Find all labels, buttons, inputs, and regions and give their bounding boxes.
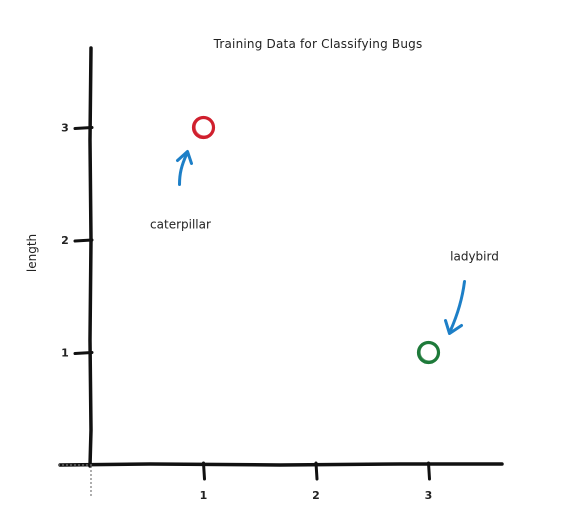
data-point-stroke xyxy=(419,342,439,362)
x-tick-label: 1 xyxy=(200,489,208,502)
y-tick-label: 3 xyxy=(61,122,69,135)
point-annotations: caterpillar ladybird xyxy=(150,150,499,335)
x-tick-label: 3 xyxy=(425,489,433,502)
y-tick-3 xyxy=(73,126,94,130)
x-tick-label: 2 xyxy=(312,489,320,502)
annotation-arrowhead xyxy=(176,150,193,165)
y-axis-line xyxy=(88,46,93,468)
annotation-label-caterpillar: caterpillar xyxy=(150,218,211,232)
annotation-arrow-ladybird xyxy=(449,280,466,332)
y-tick-label: 1 xyxy=(61,347,69,360)
chart-title: Training Data for Classifying Bugs xyxy=(213,37,423,51)
annotation-label-ladybird: ladybird xyxy=(450,250,499,264)
y-tick-2 xyxy=(73,238,94,243)
tick-marks xyxy=(73,126,431,481)
y-tick-label: 2 xyxy=(61,234,69,247)
annotation-arrow-caterpillar xyxy=(178,153,188,186)
data-points xyxy=(191,115,441,365)
tick-labels: 1 2 3 1 2 3 xyxy=(61,122,432,503)
axes xyxy=(58,46,504,497)
x-axis-line xyxy=(58,462,504,467)
x-tick-2 xyxy=(314,461,319,481)
y-axis-label: length xyxy=(25,234,39,272)
y-tick-1 xyxy=(73,351,94,355)
x-tick-3 xyxy=(427,461,431,481)
annotation-arrowhead xyxy=(444,319,463,335)
x-tick-1 xyxy=(202,461,206,481)
data-point-stroke xyxy=(194,117,214,137)
